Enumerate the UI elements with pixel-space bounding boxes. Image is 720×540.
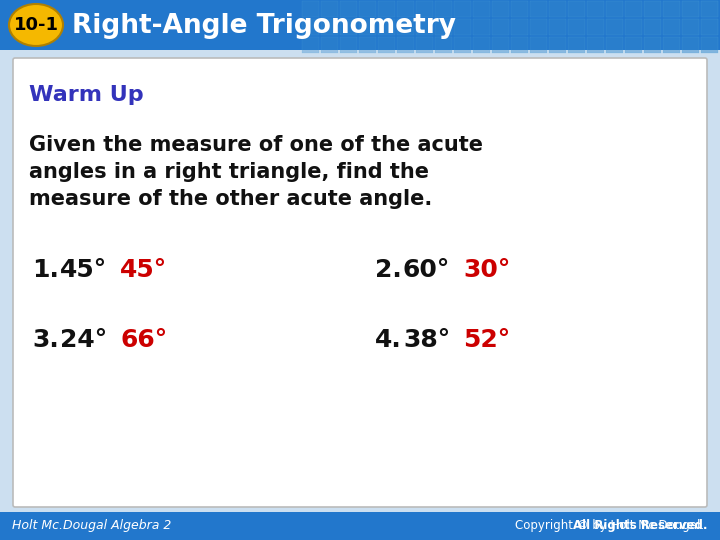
Bar — [511, 1, 528, 17]
FancyBboxPatch shape — [13, 58, 707, 507]
Text: All Rights Reserved.: All Rights Reserved. — [408, 519, 708, 532]
Bar — [530, 19, 547, 35]
Bar — [492, 37, 509, 53]
Text: 24°: 24° — [60, 328, 107, 352]
Bar — [492, 1, 509, 17]
Bar — [321, 19, 338, 35]
Text: Holt Mc.Dougal Algebra 2: Holt Mc.Dougal Algebra 2 — [12, 519, 171, 532]
Bar — [682, 19, 699, 35]
Bar — [606, 19, 623, 35]
Text: Right-Angle Trigonometry: Right-Angle Trigonometry — [72, 13, 456, 39]
Text: 2.: 2. — [375, 258, 402, 282]
Bar — [701, 37, 718, 53]
Bar — [416, 37, 433, 53]
Bar — [397, 1, 414, 17]
Bar — [435, 19, 452, 35]
Text: 3.: 3. — [32, 328, 59, 352]
Bar — [663, 37, 680, 53]
Text: 38°: 38° — [403, 328, 450, 352]
Bar — [473, 19, 490, 35]
Text: 1.: 1. — [32, 258, 59, 282]
Bar — [663, 19, 680, 35]
Bar — [701, 1, 718, 17]
Bar — [473, 37, 490, 53]
Bar — [682, 37, 699, 53]
Bar — [302, 37, 319, 53]
Bar — [435, 37, 452, 53]
Bar — [549, 1, 566, 17]
Bar — [644, 19, 661, 35]
Bar — [340, 37, 357, 53]
Bar — [454, 19, 471, 35]
Text: 52°: 52° — [463, 328, 510, 352]
Bar — [587, 37, 604, 53]
Bar — [416, 1, 433, 17]
Bar — [378, 37, 395, 53]
Text: 60°: 60° — [403, 258, 451, 282]
Bar — [625, 1, 642, 17]
Bar — [568, 37, 585, 53]
Text: 4.: 4. — [375, 328, 402, 352]
Bar — [454, 1, 471, 17]
Bar — [340, 19, 357, 35]
Bar — [587, 1, 604, 17]
Bar — [606, 37, 623, 53]
Text: 30°: 30° — [463, 258, 510, 282]
Bar — [549, 37, 566, 53]
Bar — [0, 0, 720, 50]
Bar — [606, 1, 623, 17]
Bar — [397, 19, 414, 35]
Bar — [644, 37, 661, 53]
Bar — [359, 1, 376, 17]
Bar — [302, 19, 319, 35]
Bar — [644, 1, 661, 17]
Text: angles in a right triangle, find the: angles in a right triangle, find the — [29, 162, 429, 182]
Text: Given the measure of one of the acute: Given the measure of one of the acute — [29, 135, 483, 155]
Text: 45°: 45° — [60, 258, 107, 282]
Bar — [321, 1, 338, 17]
Text: 45°: 45° — [120, 258, 167, 282]
Text: measure of the other acute angle.: measure of the other acute angle. — [29, 189, 432, 209]
Bar — [625, 19, 642, 35]
Bar — [473, 1, 490, 17]
Ellipse shape — [9, 4, 63, 46]
Bar — [359, 19, 376, 35]
Bar — [378, 1, 395, 17]
Bar — [511, 37, 528, 53]
Bar — [0, 512, 720, 540]
Bar — [416, 19, 433, 35]
Bar — [682, 1, 699, 17]
Bar — [397, 37, 414, 53]
Bar — [663, 1, 680, 17]
Bar — [568, 1, 585, 17]
Bar — [302, 1, 319, 17]
Bar — [549, 19, 566, 35]
Bar — [435, 1, 452, 17]
Bar — [378, 19, 395, 35]
Bar — [359, 37, 376, 53]
Bar — [492, 19, 509, 35]
Bar — [321, 37, 338, 53]
Bar — [511, 19, 528, 35]
Bar — [587, 19, 604, 35]
Bar — [625, 37, 642, 53]
Bar — [454, 37, 471, 53]
Text: 10-1: 10-1 — [14, 16, 58, 34]
Text: Copyright © by Holt Mc Dougal.: Copyright © by Holt Mc Dougal. — [515, 519, 708, 532]
Bar — [530, 37, 547, 53]
Bar — [568, 19, 585, 35]
Bar — [701, 19, 718, 35]
Text: 66°: 66° — [120, 328, 167, 352]
Text: Warm Up: Warm Up — [29, 85, 143, 105]
Bar — [340, 1, 357, 17]
Bar — [530, 1, 547, 17]
